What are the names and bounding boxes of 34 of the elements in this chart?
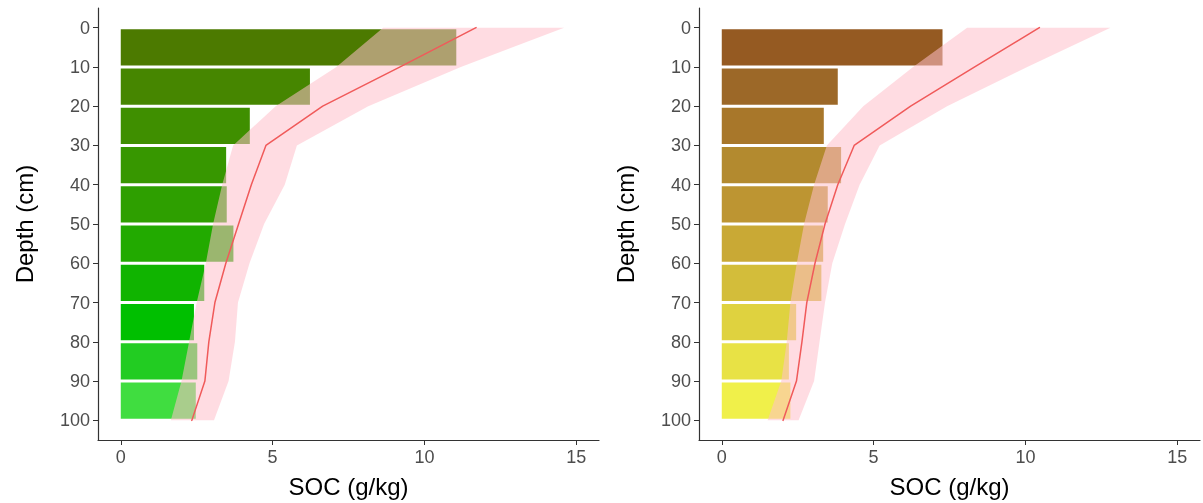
y-tick-label: 0: [79, 17, 90, 38]
x-axis-title: SOC (g/kg): [288, 472, 409, 500]
y-tick-label: 100: [59, 410, 90, 431]
y-tick-label: 90: [670, 371, 691, 392]
y-tick-label: 50: [670, 214, 691, 234]
x-tick-label: 0: [115, 447, 126, 467]
x-tick-label: 10: [414, 447, 435, 467]
x-tick-label: 0: [716, 447, 727, 467]
y-tick-label: 20: [670, 96, 691, 117]
y-tick-label: 70: [69, 292, 90, 313]
x-tick-label: 15: [1167, 447, 1188, 467]
y-axis-title: Depth (cm): [611, 164, 639, 284]
y-tick-label: 80: [69, 331, 90, 352]
y-tick-label: 70: [670, 292, 691, 313]
y-tick-label: 30: [69, 135, 90, 156]
y-tick-label: 0: [680, 17, 691, 38]
x-tick-label: 10: [1015, 447, 1036, 467]
y-tick-label: 20: [69, 96, 90, 117]
y-tick-label: 60: [670, 253, 691, 274]
y-tick-label: 40: [670, 174, 691, 195]
y-tick-label: 50: [69, 214, 90, 234]
y-tick-label: 60: [69, 253, 90, 274]
y-tick-label: 90: [69, 371, 90, 392]
x-tick-label: 5: [267, 447, 278, 467]
y-tick-label: 30: [670, 135, 691, 156]
y-tick-label: 10: [69, 56, 90, 77]
y-axis-title: Depth (cm): [10, 164, 38, 284]
x-tick-label: 15: [566, 447, 587, 467]
y-tick-label: 80: [670, 331, 691, 352]
y-tick-label: 100: [660, 410, 691, 431]
y-tick-label: 10: [670, 56, 691, 77]
y-tick-label: 40: [69, 174, 90, 195]
x-axis-title: SOC (g/kg): [889, 472, 1010, 500]
x-tick-label: 5: [868, 447, 879, 467]
